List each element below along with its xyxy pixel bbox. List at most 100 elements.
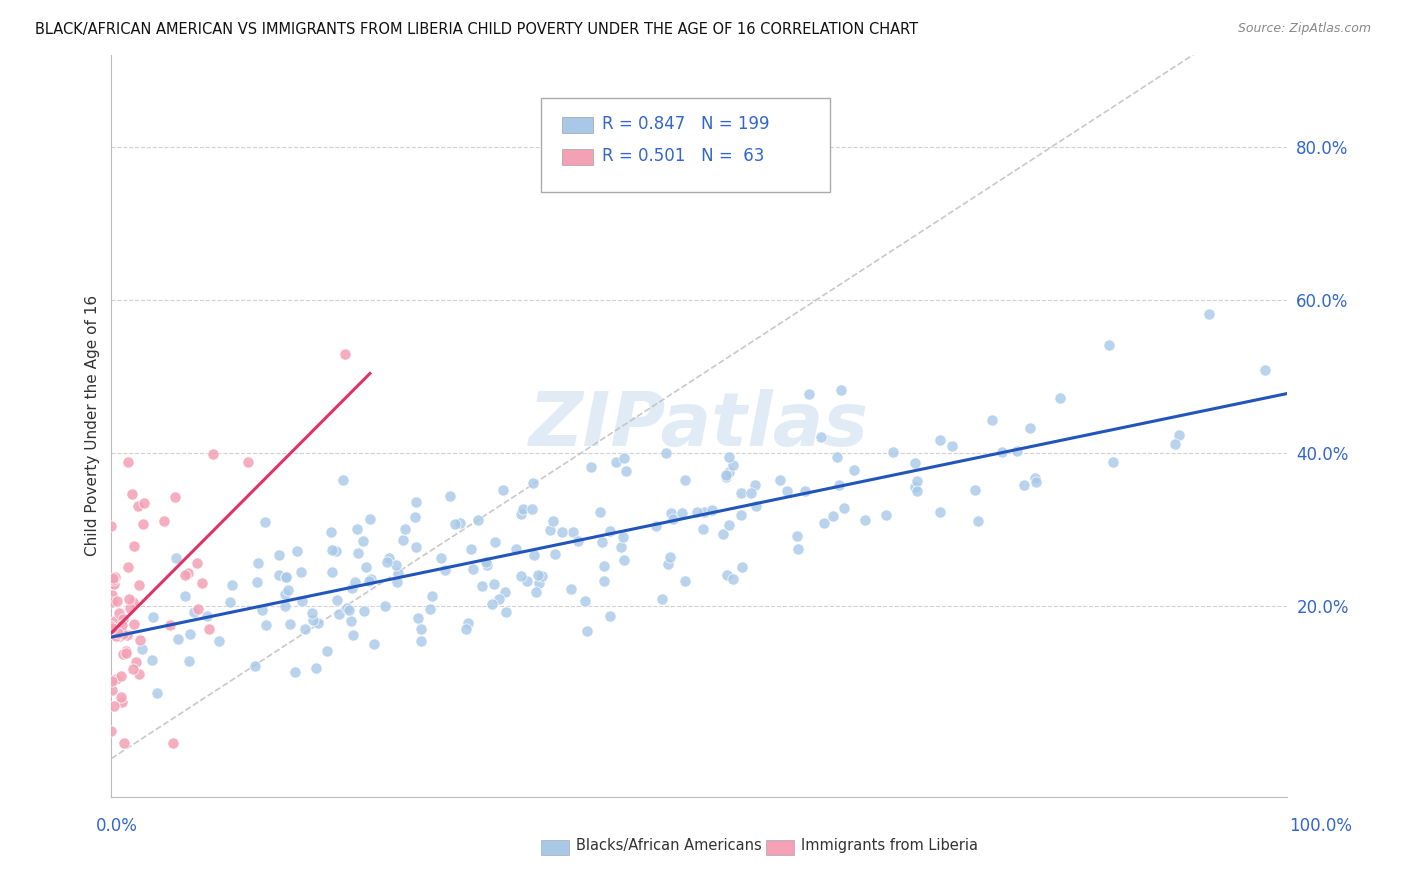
Point xyxy=(125,655,148,669)
Point xyxy=(875,508,897,522)
Point xyxy=(202,447,225,461)
Point xyxy=(174,589,197,603)
Point xyxy=(692,505,714,519)
Point xyxy=(612,530,634,544)
Point xyxy=(387,566,409,581)
Text: Source: ZipAtlas.com: Source: ZipAtlas.com xyxy=(1237,22,1371,36)
Point xyxy=(121,487,143,501)
Point xyxy=(475,555,498,569)
Point xyxy=(531,568,554,582)
Point xyxy=(110,629,132,643)
Point xyxy=(1012,478,1035,492)
Point xyxy=(278,616,301,631)
Point xyxy=(579,460,602,475)
Point xyxy=(714,470,737,484)
Point xyxy=(356,559,378,574)
Point xyxy=(363,637,385,651)
Point xyxy=(103,577,125,591)
Point xyxy=(141,653,163,667)
Point xyxy=(522,475,544,490)
Point xyxy=(589,505,612,519)
Point xyxy=(544,547,567,561)
Point xyxy=(391,533,413,547)
Point xyxy=(117,559,139,574)
Point xyxy=(166,551,188,566)
Text: R = 0.501   N =  63: R = 0.501 N = 63 xyxy=(602,147,763,165)
Point xyxy=(904,456,927,470)
Text: Immigrants from Liberia: Immigrants from Liberia xyxy=(801,838,979,853)
Point xyxy=(101,593,124,607)
Point xyxy=(730,508,752,522)
Point xyxy=(336,601,359,615)
Point xyxy=(510,568,533,582)
Point xyxy=(605,454,627,468)
Point xyxy=(321,542,343,557)
Point xyxy=(776,484,799,499)
Point xyxy=(1005,444,1028,458)
Point xyxy=(711,527,734,541)
Point xyxy=(183,605,205,619)
Point xyxy=(786,542,808,557)
Point xyxy=(111,647,134,661)
Point xyxy=(274,587,297,601)
Point xyxy=(966,514,988,528)
Point xyxy=(277,582,299,597)
Point xyxy=(101,674,124,689)
Point xyxy=(111,618,134,632)
Point xyxy=(321,565,343,579)
Point xyxy=(599,609,621,624)
Point xyxy=(108,606,131,620)
Point xyxy=(461,561,484,575)
Point xyxy=(492,483,515,497)
Point xyxy=(797,386,820,401)
Point xyxy=(1049,391,1071,405)
Point xyxy=(714,467,737,482)
Point xyxy=(411,623,433,637)
Point xyxy=(1168,428,1191,442)
Point xyxy=(294,622,316,636)
Point xyxy=(405,495,427,509)
Point xyxy=(467,513,489,527)
Point xyxy=(1164,436,1187,450)
Point xyxy=(117,455,139,469)
Point xyxy=(793,484,815,499)
Point xyxy=(112,612,135,626)
Point xyxy=(786,529,808,543)
Point xyxy=(218,595,240,609)
Text: BLACK/AFRICAN AMERICAN VS IMMIGRANTS FROM LIBERIA CHILD POVERTY UNDER THE AGE OF: BLACK/AFRICAN AMERICAN VS IMMIGRANTS FRO… xyxy=(35,22,918,37)
Point xyxy=(132,517,155,532)
Point xyxy=(591,534,613,549)
Point xyxy=(654,445,676,459)
Point xyxy=(905,483,928,498)
Point xyxy=(243,659,266,673)
Point xyxy=(208,634,231,648)
Point xyxy=(179,627,201,641)
Point xyxy=(673,473,696,487)
Point xyxy=(100,594,122,608)
Point xyxy=(813,516,835,531)
Point xyxy=(576,624,599,638)
Point xyxy=(378,551,401,566)
Point xyxy=(592,558,614,573)
Point xyxy=(523,548,546,562)
Point xyxy=(131,641,153,656)
Point xyxy=(128,667,150,681)
Point xyxy=(599,524,621,539)
Point xyxy=(394,522,416,536)
Point xyxy=(494,585,516,599)
Point xyxy=(685,505,707,519)
Point xyxy=(285,543,308,558)
Point xyxy=(482,577,505,591)
Point xyxy=(965,483,987,498)
Point xyxy=(449,516,471,530)
Point xyxy=(276,570,298,584)
Point xyxy=(112,736,135,750)
Point xyxy=(673,574,696,588)
Point xyxy=(550,525,572,540)
Point xyxy=(832,501,855,516)
Point xyxy=(344,574,367,589)
Point xyxy=(419,602,441,616)
Text: ZIPatlas: ZIPatlas xyxy=(529,390,869,462)
Point xyxy=(592,574,614,588)
Point xyxy=(301,613,323,627)
